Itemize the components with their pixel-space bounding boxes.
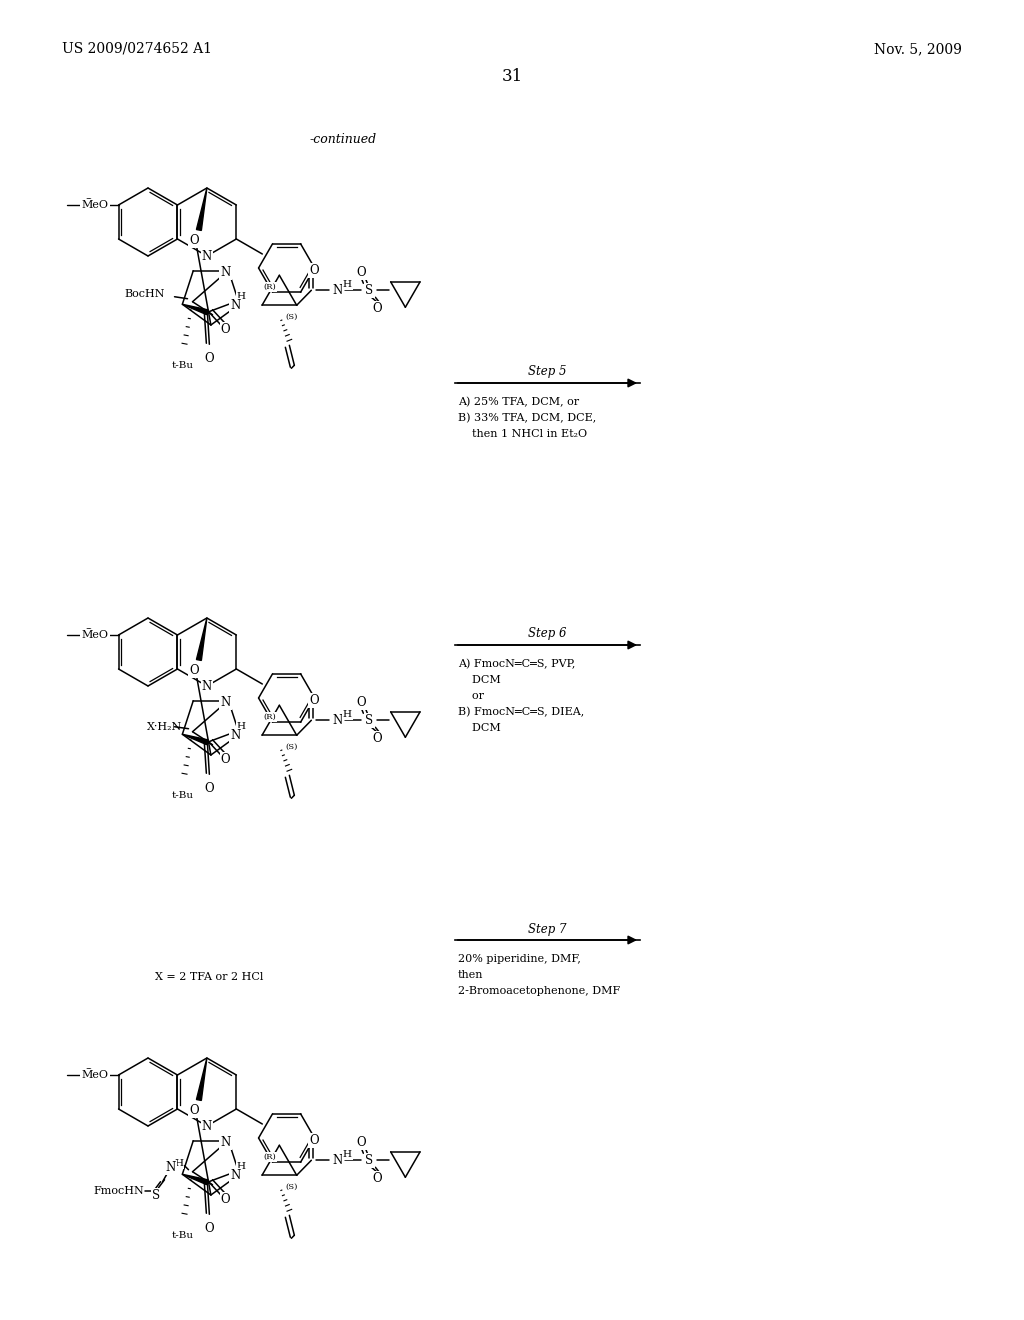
Text: O: O <box>205 781 214 795</box>
Text: O: O <box>356 1135 367 1148</box>
Text: H: H <box>237 1162 246 1171</box>
Text: N: N <box>230 729 241 742</box>
Text: 20% piperidine, DMF,: 20% piperidine, DMF, <box>458 954 581 964</box>
Text: O: O <box>309 264 319 277</box>
Text: O: O <box>205 351 214 364</box>
Text: N: N <box>202 680 212 693</box>
Text: N: N <box>166 1162 176 1175</box>
Text: (R): (R) <box>263 284 275 292</box>
Text: MeO: MeO <box>82 201 109 210</box>
Polygon shape <box>182 734 208 744</box>
Text: t-Bu: t-Bu <box>172 362 194 370</box>
Polygon shape <box>197 618 207 660</box>
Text: N: N <box>220 696 230 709</box>
Text: S: S <box>366 714 374 727</box>
Text: O: O <box>84 198 93 211</box>
Text: B) 33% TFA, DCM, DCE,: B) 33% TFA, DCM, DCE, <box>458 413 596 424</box>
Text: H: H <box>343 1150 352 1159</box>
Text: O: O <box>189 664 199 676</box>
Text: Step 6: Step 6 <box>528 627 566 640</box>
Text: t-Bu: t-Bu <box>172 791 194 800</box>
Text: H: H <box>237 292 246 301</box>
Text: 2-Bromoacetophenone, DMF: 2-Bromoacetophenone, DMF <box>458 986 621 997</box>
Text: A) FmocN═C═S, PVP,: A) FmocN═C═S, PVP, <box>458 659 575 669</box>
Text: H: H <box>343 280 352 289</box>
Text: X·H₂N: X·H₂N <box>147 722 182 731</box>
Text: O: O <box>84 628 93 642</box>
Text: O: O <box>189 1104 199 1117</box>
Text: O: O <box>356 265 367 279</box>
Text: t-Bu: t-Bu <box>172 1232 194 1241</box>
Polygon shape <box>182 1175 208 1184</box>
Text: N: N <box>230 1168 241 1181</box>
Text: B) FmocN═C═S, DIEA,: B) FmocN═C═S, DIEA, <box>458 708 585 717</box>
Text: (R): (R) <box>263 713 275 721</box>
Text: N: N <box>220 1137 230 1150</box>
Text: (S): (S) <box>285 1183 298 1191</box>
Polygon shape <box>197 187 207 231</box>
Text: H: H <box>237 722 246 731</box>
Text: DCM: DCM <box>458 675 501 685</box>
Text: (S): (S) <box>285 313 298 321</box>
Text: 31: 31 <box>502 69 522 84</box>
Text: O: O <box>221 1193 230 1206</box>
Text: (S): (S) <box>285 743 298 751</box>
Text: N: N <box>332 1154 342 1167</box>
Text: O: O <box>221 323 230 337</box>
Text: S: S <box>153 1189 161 1203</box>
Text: O: O <box>373 302 382 314</box>
Text: O: O <box>189 234 199 247</box>
Text: N: N <box>230 298 241 312</box>
Text: S: S <box>366 1154 374 1167</box>
Text: Step 7: Step 7 <box>528 923 566 936</box>
Text: N: N <box>332 284 342 297</box>
Polygon shape <box>197 1059 207 1101</box>
Text: MeO: MeO <box>82 630 109 640</box>
Text: O: O <box>309 694 319 706</box>
Text: A) 25% TFA, DCM, or: A) 25% TFA, DCM, or <box>458 397 580 408</box>
Text: FmocHN: FmocHN <box>94 1185 144 1196</box>
Text: O: O <box>309 1134 319 1147</box>
Text: N: N <box>220 267 230 280</box>
Text: O: O <box>373 1172 382 1185</box>
Text: or: or <box>458 690 484 701</box>
Text: O: O <box>84 1068 93 1081</box>
Text: -continued: -continued <box>310 133 377 147</box>
Text: Step 5: Step 5 <box>528 366 566 379</box>
Text: O: O <box>356 696 367 709</box>
Text: then 1 NHCl in Et₂O: then 1 NHCl in Et₂O <box>458 429 587 440</box>
Text: X = 2 TFA or 2 HCl: X = 2 TFA or 2 HCl <box>155 972 263 982</box>
Text: (R): (R) <box>263 1154 275 1162</box>
Text: N: N <box>202 1119 212 1133</box>
Text: S: S <box>366 284 374 297</box>
Text: MeO: MeO <box>82 1071 109 1080</box>
Polygon shape <box>182 305 208 314</box>
Text: N: N <box>332 714 342 727</box>
Text: Nov. 5, 2009: Nov. 5, 2009 <box>874 42 962 55</box>
Text: DCM: DCM <box>458 723 501 733</box>
Text: O: O <box>373 731 382 744</box>
Text: BocHN: BocHN <box>124 289 165 298</box>
Text: H: H <box>343 710 352 719</box>
Text: O: O <box>205 1222 214 1234</box>
Text: O: O <box>221 754 230 766</box>
Text: then: then <box>458 970 483 979</box>
Text: N: N <box>202 249 212 263</box>
Text: US 2009/0274652 A1: US 2009/0274652 A1 <box>62 42 212 55</box>
Text: H: H <box>174 1159 183 1168</box>
